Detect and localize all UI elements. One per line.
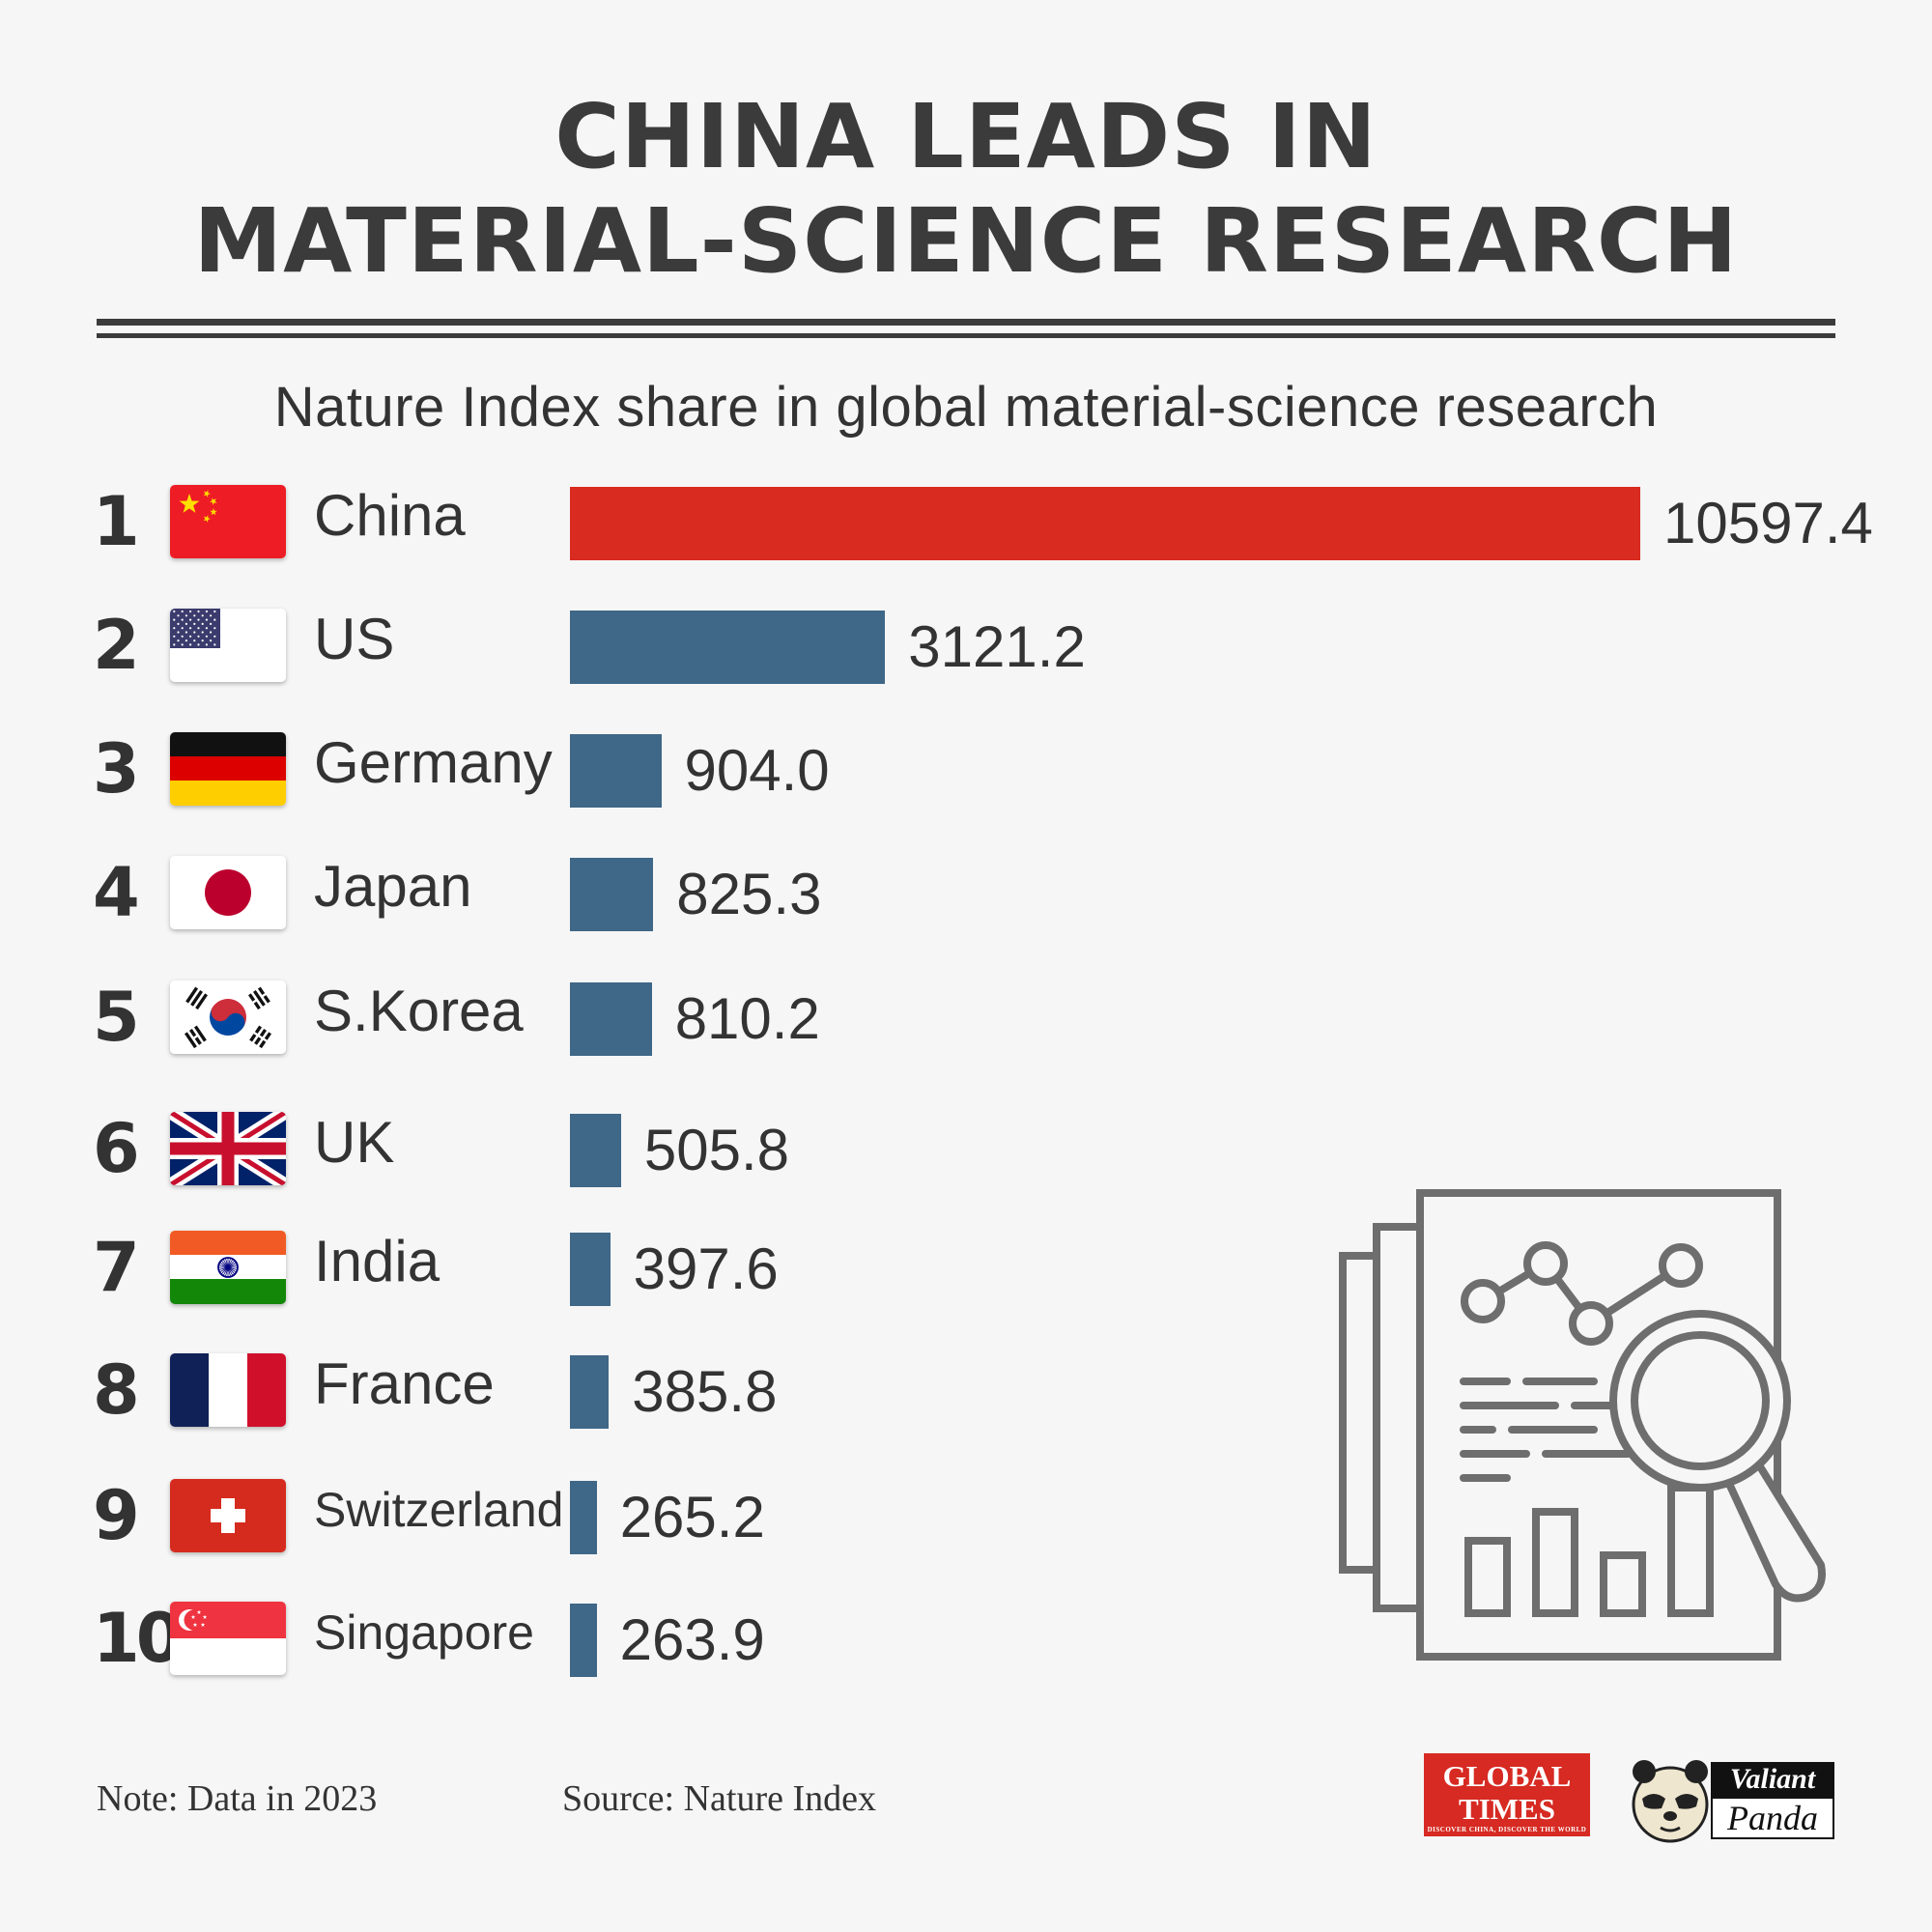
chart-row: 7 India 397.6 bbox=[0, 1213, 1932, 1310]
data-label: 385.8 bbox=[632, 1359, 778, 1424]
report-analysis-icon bbox=[1339, 1189, 1826, 1661]
bar bbox=[570, 734, 662, 808]
bar bbox=[570, 858, 654, 931]
rank-label: 8 bbox=[93, 1350, 140, 1430]
mini-bar bbox=[1464, 1537, 1511, 1617]
chart-title: CHINA LEADS IN MATERIAL-SCIENCE RESEARCH bbox=[0, 85, 1932, 294]
chart-row: 10 Singapore 263.9 bbox=[0, 1584, 1932, 1681]
valiant-panda-logo: Valiant Panda bbox=[1711, 1762, 1834, 1839]
trend-line bbox=[1480, 1258, 1684, 1329]
global-times-logo: GLOBAL TIMES DISCOVER CHINA, DISCOVER TH… bbox=[1424, 1753, 1590, 1836]
category-label: UK bbox=[314, 1110, 395, 1175]
valiant-panda-word-1: Valiant bbox=[1711, 1762, 1834, 1797]
back-page-1 bbox=[1339, 1252, 1380, 1574]
bar bbox=[570, 611, 886, 684]
title-line-1: CHINA LEADS IN bbox=[554, 85, 1378, 188]
category-label: China bbox=[314, 483, 466, 548]
rank-label: 1 bbox=[93, 482, 140, 561]
flag-germany-icon bbox=[170, 732, 286, 806]
title-line-2: MATERIAL-SCIENCE RESEARCH bbox=[193, 189, 1739, 293]
flag-switzerland-icon bbox=[170, 1479, 286, 1552]
chart-row: 4 Japan 825.3 bbox=[0, 838, 1932, 935]
bar bbox=[570, 1604, 597, 1677]
category-label: India bbox=[314, 1229, 440, 1293]
chart-row: 6 UK 505.8 bbox=[0, 1094, 1932, 1191]
flag-us-icon bbox=[170, 609, 286, 682]
magnifier-handle bbox=[1719, 1459, 1826, 1603]
category-label: US bbox=[314, 607, 395, 671]
flag-france-icon bbox=[170, 1353, 286, 1427]
category-label: S.Korea bbox=[314, 979, 524, 1043]
data-label: 904.0 bbox=[684, 738, 830, 803]
data-label: 397.6 bbox=[633, 1236, 779, 1301]
bar bbox=[570, 982, 652, 1056]
bar bbox=[570, 1481, 597, 1554]
back-page-2 bbox=[1373, 1223, 1424, 1612]
chart-row: 2 US 3121.2 bbox=[0, 591, 1932, 688]
magnifier-ring bbox=[1609, 1310, 1791, 1492]
category-label: France bbox=[314, 1351, 495, 1416]
global-times-word-2: TIMES bbox=[1459, 1792, 1555, 1826]
rank-label: 6 bbox=[93, 1109, 140, 1188]
mini-bar bbox=[1600, 1551, 1646, 1617]
magnifier-lens bbox=[1631, 1331, 1770, 1470]
rank-label: 10 bbox=[93, 1599, 183, 1678]
footer-source: Source: Nature Index bbox=[562, 1778, 876, 1819]
chart-row: 8 France 385.8 bbox=[0, 1336, 1932, 1433]
trend-point bbox=[1523, 1241, 1568, 1286]
rank-label: 5 bbox=[93, 978, 140, 1057]
data-label: 825.3 bbox=[676, 862, 822, 926]
chart-row: 9 Switzerland 265.2 bbox=[0, 1462, 1932, 1558]
trend-point bbox=[1659, 1243, 1703, 1288]
bar bbox=[570, 1355, 610, 1429]
data-label: 3121.2 bbox=[908, 614, 1086, 679]
category-label: Singapore bbox=[314, 1605, 534, 1660]
rank-label: 7 bbox=[93, 1228, 140, 1307]
category-label: Germany bbox=[314, 730, 553, 795]
title-rule-top bbox=[97, 319, 1835, 326]
mini-bar bbox=[1532, 1508, 1578, 1617]
title-rule-bottom bbox=[97, 333, 1835, 338]
panda-icon bbox=[1632, 1760, 1709, 1843]
chart-row: 1 China 10597.4 bbox=[0, 468, 1932, 564]
bar bbox=[570, 1114, 621, 1187]
flag-india-icon bbox=[170, 1231, 286, 1304]
global-times-tagline: DISCOVER CHINA, DISCOVER THE WORLD bbox=[1427, 1826, 1587, 1833]
trend-point bbox=[1461, 1279, 1505, 1323]
data-label: 810.2 bbox=[674, 986, 820, 1051]
flag-japan-icon bbox=[170, 856, 286, 929]
rank-label: 3 bbox=[93, 729, 140, 809]
flag-uk-icon bbox=[170, 1112, 286, 1185]
flag-singapore-icon bbox=[170, 1602, 286, 1675]
flag-china-icon bbox=[170, 485, 286, 558]
trend-point bbox=[1569, 1301, 1613, 1346]
valiant-panda-word-2: Panda bbox=[1711, 1797, 1834, 1839]
data-label: 265.2 bbox=[619, 1485, 765, 1549]
chart-row: 3 Germany 904.0 bbox=[0, 715, 1932, 811]
chart-row: 5 S.Korea 810.2 bbox=[0, 963, 1932, 1060]
rank-label: 9 bbox=[93, 1476, 140, 1555]
chart-subtitle: Nature Index share in global material-sc… bbox=[273, 376, 1659, 439]
category-label: Japan bbox=[314, 854, 472, 919]
global-times-word-1: GLOBAL bbox=[1442, 1759, 1572, 1793]
bar bbox=[570, 487, 1640, 560]
flag-skorea-icon bbox=[170, 980, 286, 1054]
bar bbox=[570, 1233, 611, 1306]
rank-label: 2 bbox=[93, 606, 140, 685]
footer-note: Note: Data in 2023 bbox=[97, 1778, 378, 1819]
category-label: Switzerland bbox=[314, 1483, 564, 1537]
data-label: 10597.4 bbox=[1663, 491, 1873, 555]
rank-label: 4 bbox=[93, 853, 140, 932]
data-label: 505.8 bbox=[643, 1118, 790, 1182]
data-label: 263.9 bbox=[619, 1607, 765, 1672]
